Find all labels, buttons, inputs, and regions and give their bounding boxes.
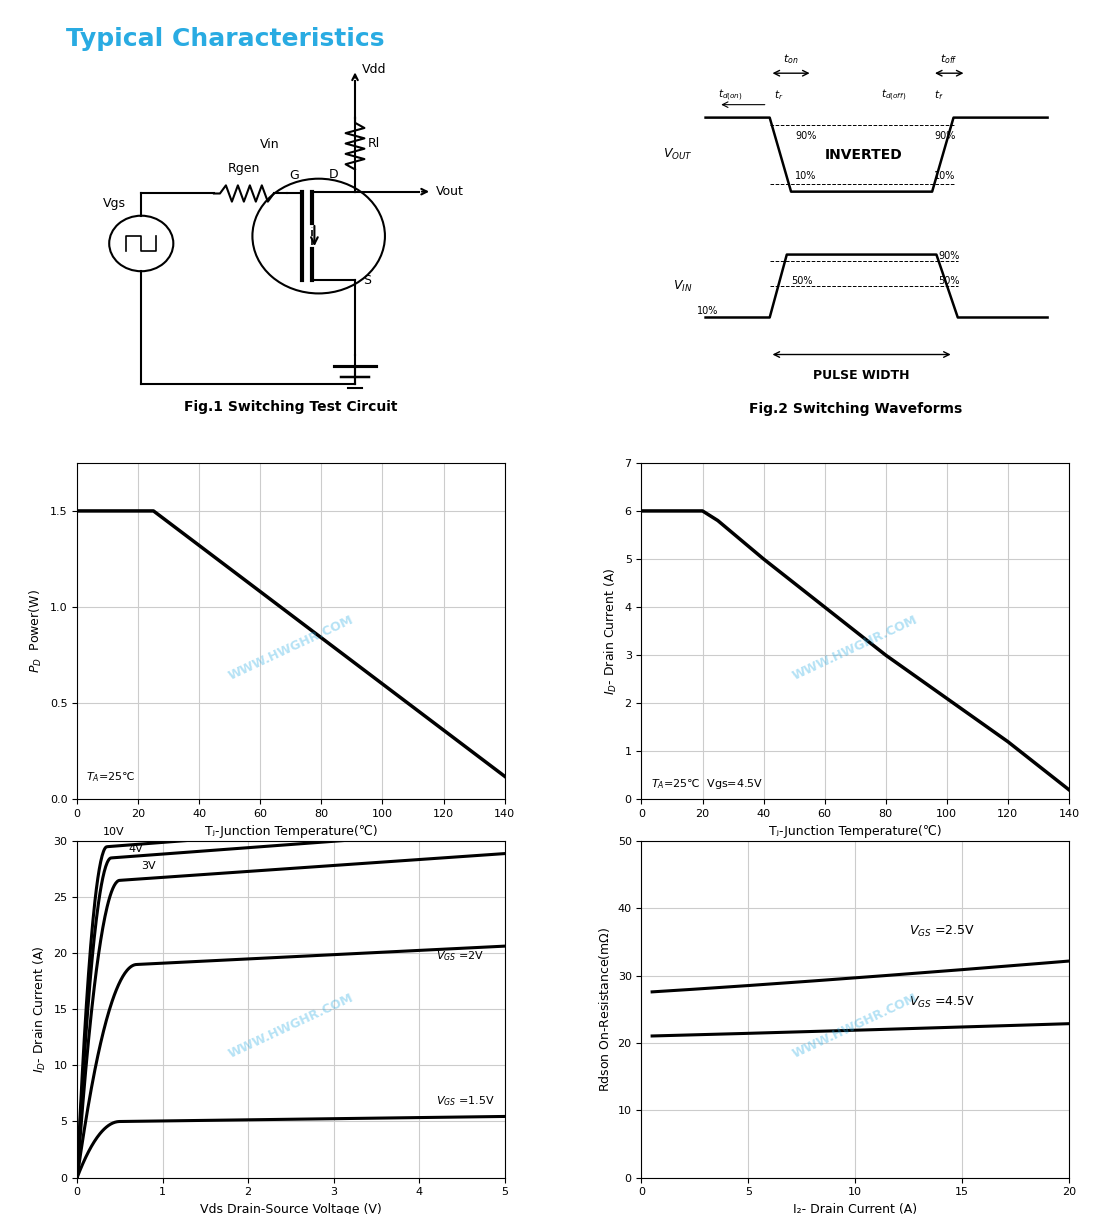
Text: WWW.HWGHR.COM: WWW.HWGHR.COM — [226, 613, 356, 682]
Text: $T_A$=25℃  Vgs=4.5V: $T_A$=25℃ Vgs=4.5V — [650, 777, 763, 792]
Text: INVERTED: INVERTED — [825, 148, 903, 161]
Y-axis label: $I_D$- Drain Current (A): $I_D$- Drain Current (A) — [603, 567, 619, 694]
Text: $T_A$=25℃: $T_A$=25℃ — [86, 770, 136, 784]
Y-axis label: $I_D$- Drain Current (A): $I_D$- Drain Current (A) — [32, 946, 47, 1073]
Text: 10%: 10% — [696, 306, 719, 316]
Text: Rl: Rl — [368, 137, 380, 151]
Text: $t_r$: $t_r$ — [774, 89, 784, 102]
Y-axis label: Rdson On-Resistance(m$\Omega$): Rdson On-Resistance(m$\Omega$) — [597, 926, 612, 1091]
Text: Typical Characteristics: Typical Characteristics — [66, 27, 385, 51]
Text: Fig.4    Drain Current: Fig.4 Drain Current — [773, 873, 938, 887]
Text: Vgs: Vgs — [102, 197, 126, 210]
Text: 90%: 90% — [796, 131, 817, 141]
Text: $t_{on}$: $t_{on}$ — [784, 52, 799, 66]
Text: 4V: 4V — [129, 844, 143, 855]
Text: $t_f$: $t_f$ — [934, 89, 943, 102]
Text: 10%: 10% — [934, 170, 955, 181]
Text: WWW.HWGHR.COM: WWW.HWGHR.COM — [226, 992, 356, 1061]
Text: Vdd: Vdd — [361, 63, 386, 76]
Text: 10V: 10V — [102, 828, 125, 838]
Text: $t_{d(on)}$: $t_{d(on)}$ — [719, 87, 743, 103]
X-axis label: Tⱼ-Junction Temperature(℃): Tⱼ-Junction Temperature(℃) — [769, 824, 941, 838]
Text: $V_{GS}$ =2V: $V_{GS}$ =2V — [436, 949, 485, 963]
Text: 10%: 10% — [796, 170, 817, 181]
Text: WWW.HWGHR.COM: WWW.HWGHR.COM — [790, 992, 920, 1061]
Text: Fig.3 Power Dissipation: Fig.3 Power Dissipation — [198, 873, 383, 887]
Text: $t_{d(off)}$: $t_{d(off)}$ — [880, 87, 906, 103]
Text: G: G — [289, 170, 299, 182]
Text: $V_{GS}$ =4.5V: $V_{GS}$ =4.5V — [909, 995, 974, 1010]
Text: 90%: 90% — [934, 131, 955, 141]
Text: WWW.HWGHR.COM: WWW.HWGHR.COM — [790, 613, 920, 682]
Text: $t_{off}$: $t_{off}$ — [940, 52, 958, 66]
Text: PULSE WIDTH: PULSE WIDTH — [813, 369, 910, 382]
Text: Fig.1 Switching Test Circuit: Fig.1 Switching Test Circuit — [184, 399, 398, 414]
Y-axis label: $P_D$  Power(W): $P_D$ Power(W) — [29, 589, 44, 673]
X-axis label: I₂- Drain Current (A): I₂- Drain Current (A) — [793, 1203, 917, 1214]
Text: 3V: 3V — [141, 861, 155, 872]
Text: $V_{IN}$: $V_{IN}$ — [673, 278, 693, 294]
Text: D: D — [328, 168, 338, 181]
Text: $V_{GS}$ =2.5V: $V_{GS}$ =2.5V — [909, 924, 974, 940]
Text: S: S — [364, 274, 371, 287]
Text: 50%: 50% — [791, 276, 812, 287]
Text: Rgen: Rgen — [228, 161, 260, 175]
Text: 50%: 50% — [939, 276, 960, 287]
Text: Fig.2 Switching Waveforms: Fig.2 Switching Waveforms — [748, 402, 962, 415]
Text: $V_{GS}$ =1.5V: $V_{GS}$ =1.5V — [436, 1095, 495, 1108]
Text: $V_{OUT}$: $V_{OUT}$ — [663, 147, 693, 163]
Text: Vin: Vin — [260, 138, 279, 151]
X-axis label: Tⱼ-Junction Temperature(℃): Tⱼ-Junction Temperature(℃) — [205, 824, 377, 838]
X-axis label: Vds Drain-Source Voltage (V): Vds Drain-Source Voltage (V) — [201, 1203, 381, 1214]
Text: Vout: Vout — [436, 186, 464, 198]
Text: 90%: 90% — [939, 251, 960, 261]
